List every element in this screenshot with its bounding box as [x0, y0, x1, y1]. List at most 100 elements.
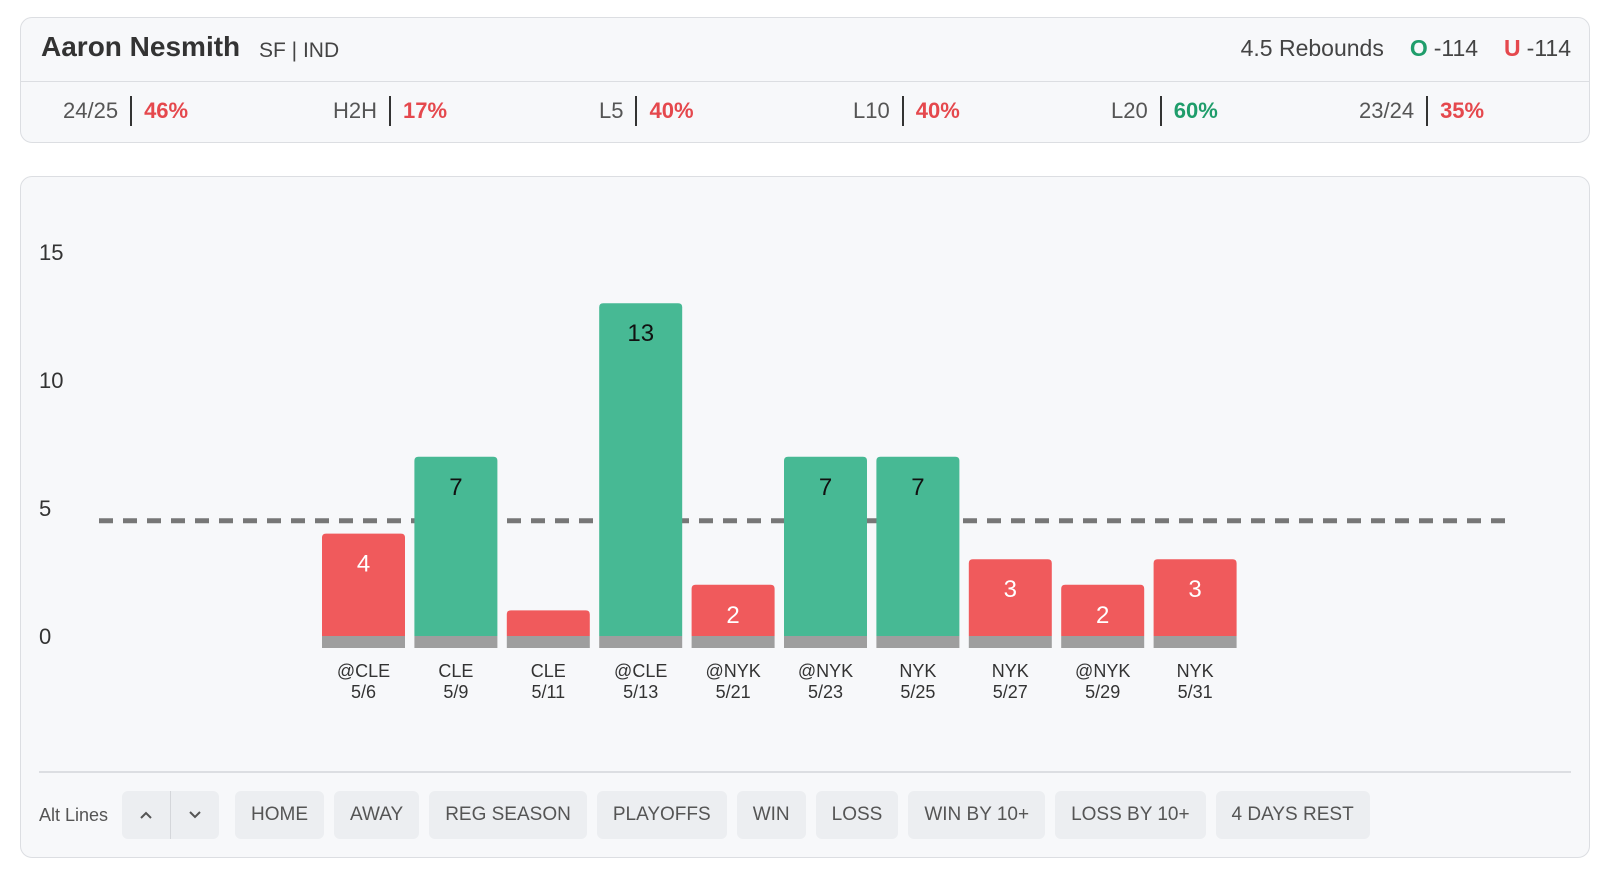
alt-lines-label: Alt Lines	[39, 804, 109, 825]
rebounds-bar-chart: 0510154@CLE5/67CLE5/9CLE5/1113@CLE5/132@…	[39, 240, 1508, 702]
bar-base	[322, 636, 405, 648]
bar-value-label: 7	[911, 474, 924, 501]
bar-base	[876, 636, 960, 648]
chevron-up-icon	[140, 811, 152, 819]
stat-divider	[1426, 96, 1429, 126]
bar-value-label: 7	[449, 474, 462, 501]
y-tick-label: 15	[39, 240, 63, 265]
bar-game-2[interactable]	[414, 456, 498, 636]
header-top-row: Aaron Nesmith SF | IND 4.5 Rebounds O -1…	[21, 18, 1589, 82]
hit-rate-stats: 24/25 46% H2H 17% L5 40% L10 40% L20 60%…	[21, 82, 1589, 144]
bar-game-8[interactable]	[968, 559, 1052, 636]
stat-label: H2H	[333, 98, 378, 123]
x-tick-team: NYK	[992, 661, 1029, 681]
bar-game-4[interactable]	[599, 303, 683, 636]
alt-line-up-button[interactable]	[122, 791, 170, 839]
x-tick-team: NYK	[899, 661, 936, 681]
bar-game-10[interactable]	[1153, 559, 1237, 636]
bar-base	[1061, 636, 1145, 648]
stat-value: 17%	[403, 98, 448, 123]
bar-value-label: 3	[1188, 576, 1201, 603]
bar-game-3[interactable]	[506, 610, 590, 636]
player-header-card: Aaron Nesmith SF | IND 4.5 Rebounds O -1…	[20, 17, 1590, 143]
bar-value-label: 4	[357, 551, 370, 578]
filter-chip-loss[interactable]: LOSS	[815, 791, 899, 839]
game-log-chart-card: 0 5 10 15 4 @CLE 5/6 7 CLE 5/9 CLE 5/11 13 @CLE 5/13 2 @…	[20, 176, 1590, 858]
bar-value-label: 2	[726, 602, 739, 629]
filter-chip-playoffs[interactable]: PLAYOFFS	[596, 791, 727, 839]
x-tick-date: 5/9	[443, 682, 468, 702]
stat-value: 60%	[1173, 98, 1218, 123]
bar-base	[691, 636, 775, 648]
filter-bar: Alt Lines HOME AWAY REG SEASON PLAYOFFS WIN L…	[39, 791, 1380, 839]
stat-value: 40%	[915, 98, 960, 123]
x-tick-date: 5/29	[1085, 682, 1120, 702]
x-tick-date: 5/13	[623, 682, 658, 702]
filter-chip-loss-by-10[interactable]: LOSS BY 10+	[1055, 791, 1206, 839]
bar-game-1[interactable]	[322, 533, 405, 636]
stat-label: L20	[1111, 98, 1148, 123]
bar-game-5[interactable]	[691, 584, 775, 636]
prop-line-info: 4.5 Rebounds O -114 U -114	[1241, 35, 1571, 62]
y-tick-label: 0	[39, 624, 51, 649]
prop-label: 4.5 Rebounds	[1240, 35, 1384, 61]
y-tick-label: 10	[39, 368, 63, 393]
stat-24-25[interactable]: 24/25 46%	[63, 96, 188, 126]
stat-label: L10	[853, 98, 890, 123]
stat-h2h[interactable]: H2H 17%	[333, 96, 447, 126]
stat-value: 46%	[144, 98, 189, 123]
bar-game-7[interactable]	[876, 456, 960, 636]
alt-line-down-button[interactable]	[170, 791, 219, 839]
bar-value-label: 3	[1004, 576, 1017, 603]
stat-l20[interactable]: L20 60%	[1111, 96, 1218, 126]
x-tick-team: @NYK	[798, 661, 853, 681]
over-label[interactable]: O	[1409, 35, 1428, 61]
stat-l10[interactable]: L10 40%	[853, 96, 960, 126]
filter-chip-win-by-10[interactable]: WIN BY 10+	[908, 791, 1046, 839]
x-tick-date: 5/31	[1178, 682, 1213, 702]
bar-base	[414, 636, 498, 648]
stat-divider	[389, 96, 392, 126]
stat-divider	[130, 96, 133, 126]
x-tick-date: 5/21	[716, 682, 751, 702]
filter-chip-reg-season[interactable]: REG SEASON	[429, 791, 587, 839]
stat-23-24[interactable]: 23/24 35%	[1359, 96, 1484, 126]
bar-value-label: 7	[819, 474, 832, 501]
bar-base	[968, 636, 1052, 648]
x-tick-date: 5/11	[531, 682, 565, 702]
stat-l5[interactable]: L5 40%	[599, 96, 694, 126]
x-tick-team: CLE	[438, 661, 473, 681]
bar-base	[599, 636, 683, 648]
x-tick-team: @CLE	[614, 661, 667, 681]
x-tick-team: @NYK	[705, 661, 760, 681]
bar-base	[1153, 636, 1237, 648]
filter-chip-win[interactable]: WIN	[736, 791, 806, 839]
x-tick-team: @CLE	[337, 661, 390, 681]
bar-game-6[interactable]	[784, 456, 867, 636]
bar-base	[506, 636, 590, 648]
player-position: SF | IND	[259, 39, 340, 62]
alt-lines-stepper	[122, 791, 220, 839]
x-tick-team: @NYK	[1075, 661, 1130, 681]
y-tick-label: 5	[39, 496, 51, 521]
stat-value: 40%	[649, 98, 694, 123]
x-tick-date: 5/23	[808, 682, 843, 702]
x-tick-team: NYK	[1177, 661, 1214, 681]
under-label[interactable]: U	[1504, 35, 1521, 61]
over-odds[interactable]: -114	[1433, 35, 1479, 61]
filter-chip-4-days-rest[interactable]: 4 DAYS REST	[1215, 791, 1370, 839]
under-odds[interactable]: -114	[1526, 35, 1571, 61]
bar-game-9[interactable]	[1061, 584, 1145, 636]
chevron-down-icon	[189, 811, 201, 819]
stat-divider	[1159, 96, 1162, 126]
stat-divider	[635, 96, 638, 126]
filter-chips: HOME AWAY REG SEASON PLAYOFFS WIN LOSS WIN BY …	[235, 791, 1380, 839]
player-name: Aaron Nesmith	[41, 31, 241, 62]
stat-label: 23/24	[1359, 98, 1415, 123]
bar-base	[784, 636, 867, 648]
filter-chip-home[interactable]: HOME	[235, 791, 325, 839]
filter-chip-away[interactable]: AWAY	[334, 791, 420, 839]
x-tick-team: CLE	[531, 661, 566, 681]
bar-value-label: 2	[1096, 602, 1109, 629]
bar-value-label: 13	[627, 320, 654, 347]
